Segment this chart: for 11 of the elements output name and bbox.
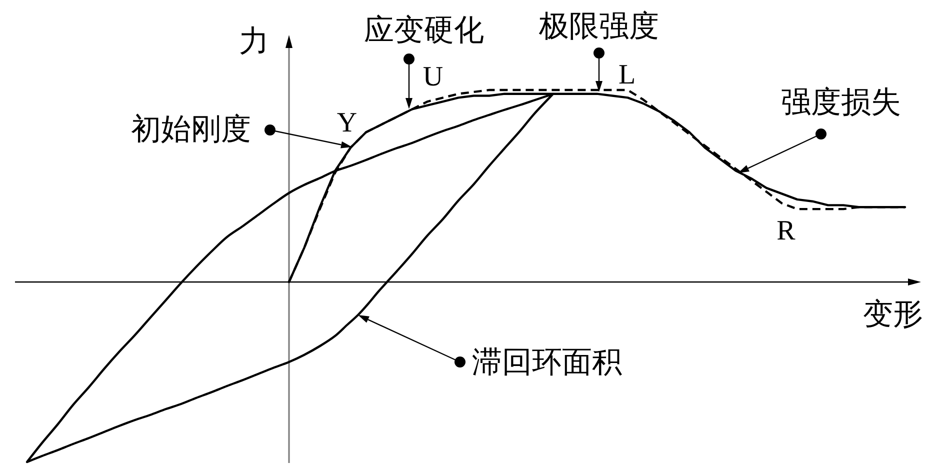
text: 滞回环面积 bbox=[472, 346, 622, 379]
text: 应变硬化 bbox=[364, 14, 484, 47]
annotation: R bbox=[776, 215, 796, 246]
annotation: L bbox=[618, 59, 636, 90]
x-axis-title: 变形 bbox=[863, 298, 923, 331]
text: 极限强度 bbox=[538, 10, 659, 43]
annotation: Y bbox=[336, 107, 358, 138]
y-axis-title: 力 bbox=[239, 24, 269, 58]
annotation: U bbox=[422, 61, 444, 92]
text: 初始刚度 bbox=[131, 112, 251, 146]
annotation: 强度损失 bbox=[781, 86, 901, 119]
